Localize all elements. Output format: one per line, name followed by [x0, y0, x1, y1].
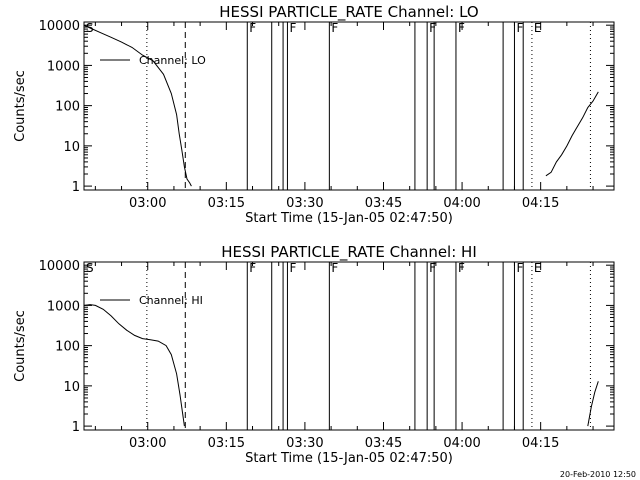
- event-marker-label: F: [289, 21, 296, 35]
- event-marker-label: F: [458, 261, 465, 275]
- x-axis-label: Start Time (15-Jan-05 02:47:50): [245, 211, 453, 226]
- y-tick-label: 100: [55, 340, 80, 355]
- plot-frame: [83, 21, 615, 191]
- x-tick-label: 04:00: [443, 196, 480, 211]
- y-tick-label: 10000: [39, 259, 80, 274]
- event-marker-label: F: [516, 21, 523, 35]
- y-tick-label: 10: [63, 140, 80, 155]
- x-tick-label: 03:15: [208, 196, 245, 211]
- x-tick-label: 04:15: [522, 436, 559, 451]
- event-marker-label: F: [458, 21, 465, 35]
- y-tick-label: 10: [63, 380, 80, 395]
- event-marker-label: F: [249, 261, 256, 275]
- x-tick-label: 03:30: [286, 436, 323, 451]
- legend-label: Channel: LO: [139, 54, 206, 67]
- chart-title: HESSI PARTICLE_RATE Channel: LO: [219, 3, 478, 22]
- legend-label: Channel: HI: [139, 294, 203, 307]
- event-marker-label: F: [429, 21, 436, 35]
- event-marker-label: F: [331, 261, 338, 275]
- y-tick-label: 1: [72, 180, 80, 195]
- event-marker-label: S: [86, 261, 94, 275]
- series-line: [83, 304, 185, 427]
- y-tick-label: 1000: [47, 299, 80, 314]
- event-marker-label: F: [249, 21, 256, 35]
- event-marker-label: F: [516, 261, 523, 275]
- plot-frame: [83, 261, 615, 431]
- chart-title: HESSI PARTICLE_RATE Channel: HI: [221, 243, 477, 262]
- event-marker-label: E: [534, 261, 542, 275]
- series-line: [545, 91, 599, 177]
- event-marker-label: F: [429, 261, 436, 275]
- y-axis-label: Counts/sec: [13, 310, 28, 382]
- x-tick-label: 03:00: [129, 436, 166, 451]
- series-line: [587, 381, 599, 427]
- x-tick-label: 03:15: [208, 436, 245, 451]
- footer-timestamp: 20-Feb-2010 12:50: [559, 470, 636, 479]
- x-tick-label: 03:30: [286, 196, 323, 211]
- y-tick-label: 10000: [39, 19, 80, 34]
- y-tick-label: 1000: [47, 59, 80, 74]
- event-marker-label: E: [534, 21, 542, 35]
- x-axis-label: Start Time (15-Jan-05 02:47:50): [245, 451, 453, 466]
- x-tick-label: 03:00: [129, 196, 166, 211]
- x-tick-label: 03:45: [365, 196, 402, 211]
- x-tick-label: 03:45: [365, 436, 402, 451]
- y-tick-label: 100: [55, 100, 80, 115]
- y-tick-label: 1: [72, 420, 80, 435]
- x-tick-label: 04:00: [443, 436, 480, 451]
- x-tick-label: 04:15: [522, 196, 559, 211]
- y-axis-label: Counts/sec: [13, 70, 28, 142]
- series-line: [83, 24, 192, 187]
- event-marker-label: F: [331, 21, 338, 35]
- event-marker-label: F: [289, 261, 296, 275]
